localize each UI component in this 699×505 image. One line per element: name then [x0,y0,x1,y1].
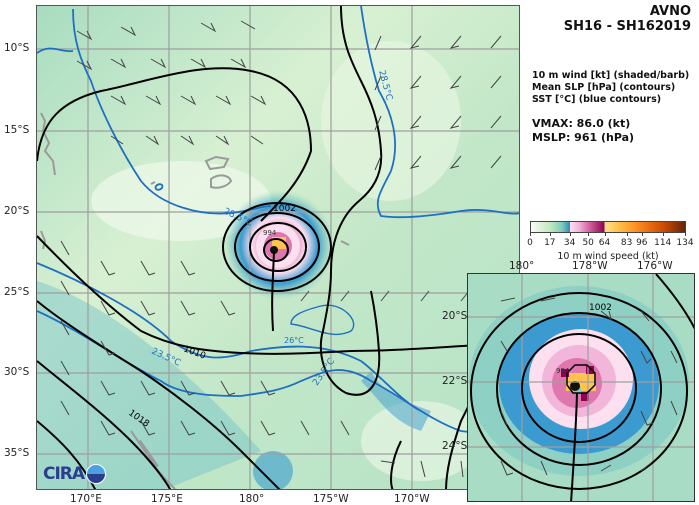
inset-lon-label: 178°W [572,260,608,272]
colorbar-tick [662,233,664,236]
colorbar-label: 96 [636,238,648,248]
model-title: AVNO [649,4,691,19]
main-map-canvas: 1002 994 1010 1018 28.5°C 28.5°C 26°C 23… [37,6,519,489]
colorbar-tick [685,233,686,236]
colorbar-label: 83 [620,238,633,248]
lat-label: 10°S [4,42,30,54]
inset-wind-barbs [500,297,678,476]
colorbar-tick [549,233,551,236]
wind-speed-colorbar [530,221,686,233]
inset-map[interactable]: 1002 994 [467,273,695,502]
lon-label: 175°E [151,493,183,505]
legend-block: 10 m wind [kt] (shaded/barb) Mean SLP [h… [532,70,689,106]
inset-contour-labels: 1002 994 [556,303,612,375]
colorbar-label: 134 [676,238,694,248]
lat-label: 15°S [4,124,30,136]
inset-map-canvas: 1002 994 [468,274,694,501]
inset-lat-label: 24°S [442,440,468,452]
lat-label: 20°S [4,205,30,217]
stats-block: VMAX: 86.0 (kt) MSLP: 961 (hPa) [532,117,634,145]
lon-label: 170°W [394,493,430,505]
colorbar-tick [641,233,643,236]
svg-text:994: 994 [263,229,277,237]
inset-lon-label: 176°W [637,260,673,272]
colorbar-label: 0 [527,238,533,248]
sst-contours [37,6,519,434]
colorbar-tick [569,233,571,236]
colorbar-tick [626,233,628,236]
svg-text:26°C: 26°C [284,336,304,345]
colorbar-label: 114 [654,238,672,248]
lon-label: 175°W [313,493,349,505]
slp-label-1002: 1002 [273,204,296,214]
inset-gridlines [468,274,694,501]
mslp-value: MSLP: 961 (hPa) [532,131,635,144]
lat-label: 30°S [4,366,30,378]
colorbar-label: 50 [582,238,594,248]
wind-barbs [60,20,502,478]
vmax-value: VMAX: 86.0 (kt) [532,117,631,130]
colorbar-label: 34 [563,238,576,248]
main-map[interactable]: 1002 994 1010 1018 28.5°C 28.5°C 26°C 23… [36,5,520,490]
lat-label: 25°S [4,286,30,298]
legend-wind: 10 m wind [kt] (shaded/barb) [532,70,690,81]
inset-lon-label: 180° [509,260,535,272]
svg-text:1002: 1002 [589,303,612,313]
inset-slp-contours [470,274,694,501]
lat-label: 35°S [4,447,30,459]
colorbar-tick [588,233,590,236]
cira-logo-text: CIRA [43,464,85,484]
svg-text:994: 994 [556,367,570,375]
noaa-logo-icon [86,464,107,484]
gridlines [37,6,519,489]
storm-id-title: SH16 - SH162019 [563,19,691,34]
colorbar-tick [530,233,531,236]
legend-sst: SST [°C] (blue contours) [532,94,662,105]
legend-slp: Mean SLP [hPa] (contours) [532,82,676,93]
colorbar-title: 10 m wind speed (kt) [557,251,659,262]
colorbar-label: 64 [598,238,611,248]
inset-lat-label: 20°S [442,310,468,322]
inset-lat-label: 22°S [442,375,468,387]
colorbar-tick [604,233,606,236]
lon-label: 170°E [70,493,102,505]
colorbar-label: 17 [544,238,556,248]
lon-label: 180° [239,493,265,505]
cira-logo: CIRA [43,461,107,487]
